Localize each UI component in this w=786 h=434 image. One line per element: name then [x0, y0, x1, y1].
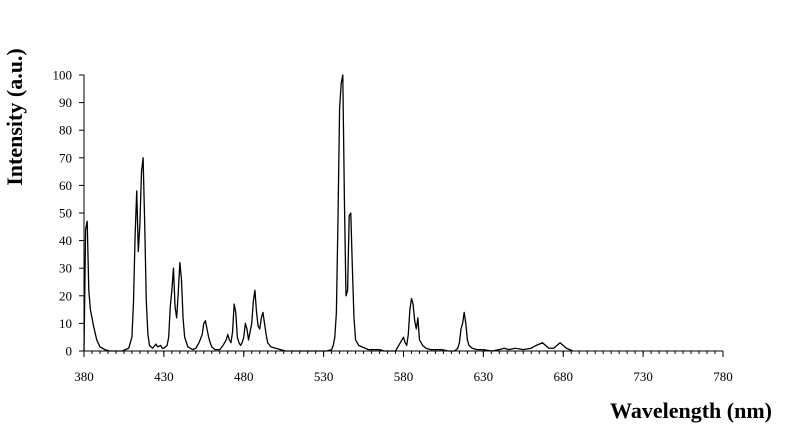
- x-tick-label: 680: [554, 369, 574, 384]
- y-tick-label: 100: [53, 68, 73, 83]
- y-tick-label: 60: [59, 178, 72, 193]
- x-tick-label: 480: [234, 369, 254, 384]
- y-axis-title: Intensity (a.u.): [2, 48, 27, 186]
- y-tick-label: 0: [66, 344, 73, 359]
- x-tick-label: 380: [74, 369, 94, 384]
- y-tick-label: 50: [59, 206, 72, 221]
- y-tick-label: 30: [59, 261, 72, 276]
- x-tick-label: 630: [474, 369, 494, 384]
- x-tick-label: 730: [633, 369, 653, 384]
- x-tick-label: 530: [314, 369, 334, 384]
- y-tick-label: 80: [59, 123, 72, 138]
- x-axis-title: Wavelength (nm): [610, 398, 772, 423]
- x-axis: 380 430 480 530 580 630 680 730 780: [74, 350, 733, 384]
- x-tick-label: 430: [154, 369, 174, 384]
- y-tick-label: 10: [59, 316, 72, 331]
- y-tick-label: 20: [59, 288, 72, 303]
- y-tick-label: 70: [59, 150, 72, 165]
- y-tick-label: 90: [59, 95, 72, 110]
- y-axis: 0 10 20 30 40 50 60 70 80 90 100: [53, 68, 85, 359]
- x-tick-label: 580: [394, 369, 414, 384]
- x-tick-label: 780: [713, 369, 733, 384]
- y-tick-label: 40: [59, 233, 72, 248]
- spectrum-series-line: [83, 74, 574, 352]
